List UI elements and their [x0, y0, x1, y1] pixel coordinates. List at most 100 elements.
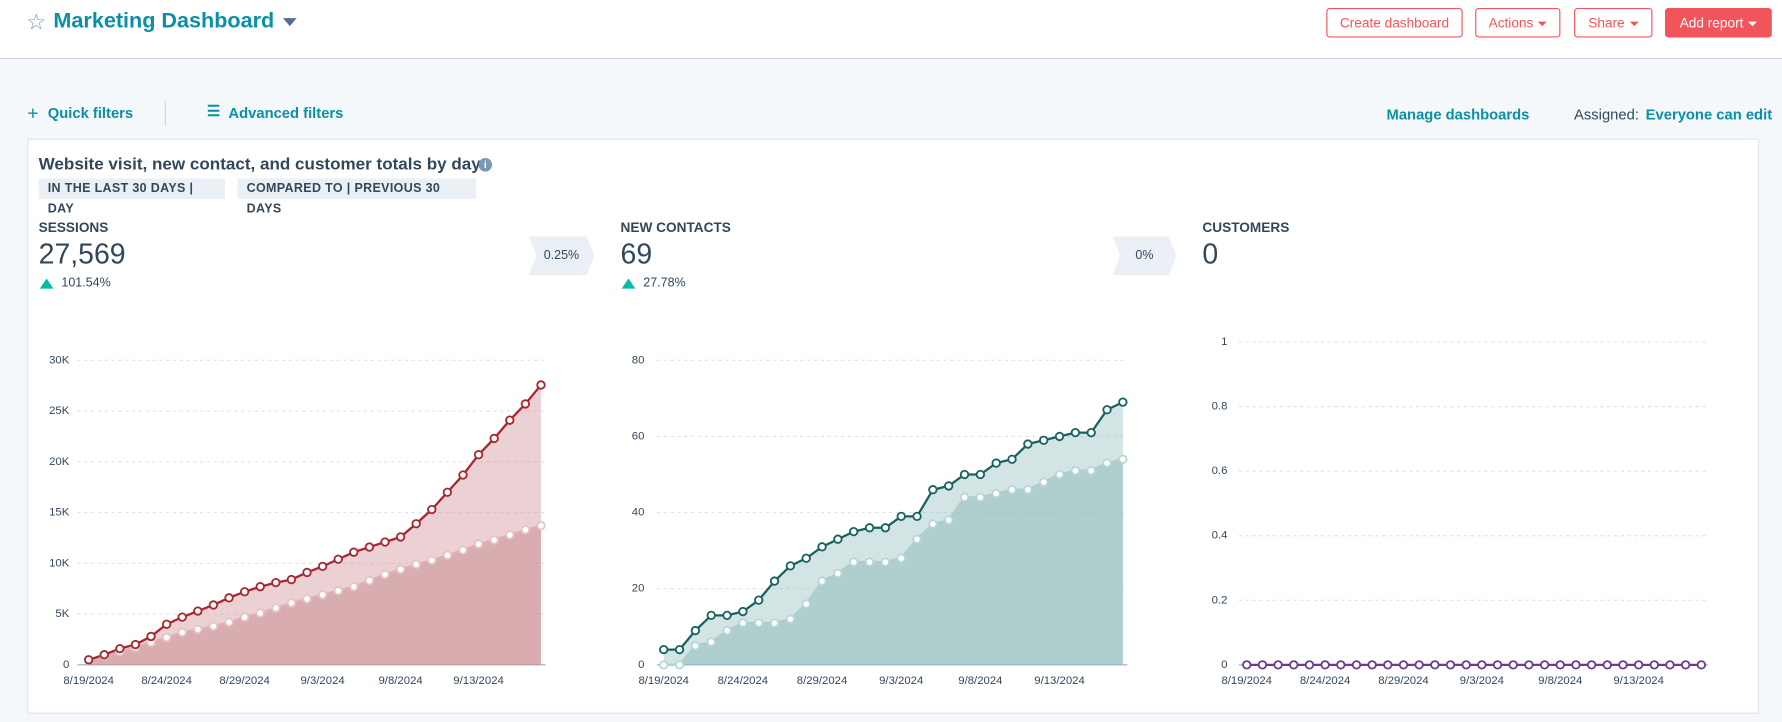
- x-tick-label: 9/8/2024: [958, 675, 1002, 687]
- point: [1571, 660, 1581, 670]
- date-tag: IN THE LAST 30 DAYS | DAY: [38, 178, 226, 216]
- point: [1054, 469, 1065, 480]
- point: [833, 568, 843, 579]
- point: [706, 637, 716, 647]
- point: [1696, 660, 1707, 670]
- point: [1681, 660, 1691, 670]
- point: [505, 530, 515, 540]
- point: [690, 641, 701, 651]
- point: [1039, 435, 1049, 445]
- point: [944, 481, 954, 491]
- x-tick-label: 8/29/2024: [1378, 675, 1429, 687]
- y-tick-label: 80: [632, 354, 645, 366]
- point: [864, 523, 875, 533]
- point: [785, 561, 796, 571]
- y-tick-label: 5K: [55, 608, 69, 620]
- kpi-label: SESSIONS: [38, 219, 109, 236]
- point: [255, 608, 265, 618]
- x-tick-label: 9/3/2024: [879, 675, 923, 687]
- point: [161, 619, 172, 629]
- point: [1007, 454, 1017, 464]
- point: [1414, 660, 1424, 670]
- point: [880, 523, 891, 533]
- point: [991, 488, 1001, 499]
- report-card: [27, 138, 1760, 714]
- point: [928, 485, 938, 495]
- point: [427, 504, 437, 515]
- point: [1524, 660, 1534, 670]
- point: [801, 599, 811, 609]
- kpi-label: NEW CONTACTS: [620, 219, 731, 236]
- y-tick-label: 0: [1221, 659, 1227, 671]
- quick-filters[interactable]: Quick filters: [47, 104, 134, 122]
- favorite-star[interactable]: ☆: [26, 10, 47, 36]
- divider: [164, 101, 166, 127]
- point: [991, 458, 1001, 468]
- point: [1618, 660, 1628, 670]
- point: [754, 595, 764, 605]
- point: [785, 614, 796, 624]
- point: [83, 655, 94, 665]
- point: [1102, 458, 1112, 468]
- create-dashboard-button[interactable]: Create dashboard: [1326, 7, 1463, 38]
- y-tick-label: 30K: [49, 354, 70, 366]
- add-report-button[interactable]: Add report: [1664, 7, 1772, 38]
- x-tick-label: 8/19/2024: [63, 675, 114, 687]
- manage-dashboards[interactable]: Manage dashboards: [1386, 105, 1530, 123]
- point: [817, 576, 827, 586]
- assigned-value[interactable]: Everyone can edit: [1645, 105, 1773, 123]
- y-tick-label: 0.6: [1212, 465, 1228, 477]
- point: [395, 532, 406, 542]
- area: [663, 402, 1123, 665]
- point: [520, 525, 531, 535]
- point: [224, 593, 234, 603]
- y-tick-label: 40: [632, 507, 645, 519]
- filter-icon: ☰: [206, 102, 221, 120]
- area: [663, 459, 1123, 665]
- point: [1461, 660, 1471, 670]
- point: [364, 575, 375, 586]
- point: [1070, 427, 1081, 438]
- point: [130, 639, 141, 650]
- actions-button[interactable]: Actions: [1475, 7, 1561, 38]
- point: [864, 557, 875, 567]
- dashboard-dropdown[interactable]: [282, 18, 297, 27]
- point: [1383, 660, 1393, 670]
- point: [193, 606, 203, 616]
- point: [146, 631, 156, 642]
- point: [271, 577, 281, 588]
- point: [208, 600, 219, 610]
- point: [239, 587, 250, 597]
- point: [255, 582, 265, 592]
- x-tick-label: 9/8/2024: [1538, 675, 1582, 687]
- point: [411, 559, 421, 570]
- point: [317, 561, 328, 572]
- point: [896, 553, 906, 563]
- advanced-filters[interactable]: Advanced filters: [228, 104, 344, 122]
- point: [302, 567, 312, 578]
- point: [489, 535, 499, 545]
- x-tick-label: 8/19/2024: [1221, 675, 1272, 687]
- point: [674, 660, 685, 670]
- conversion-rate: 0.25%: [528, 236, 595, 276]
- point: [302, 594, 312, 604]
- point: [674, 644, 685, 655]
- dashboard-title[interactable]: Marketing Dashboard: [53, 9, 275, 33]
- info-icon[interactable]: i: [478, 157, 493, 172]
- point: [1351, 660, 1362, 670]
- point: [769, 618, 780, 628]
- point: [1445, 660, 1456, 670]
- point: [912, 511, 922, 522]
- share-button[interactable]: Share: [1574, 7, 1653, 38]
- y-tick-label: 20: [632, 583, 645, 595]
- y-tick-label: 0: [638, 659, 644, 671]
- point: [193, 624, 203, 634]
- point: [520, 399, 531, 409]
- point: [1102, 405, 1112, 415]
- point: [738, 618, 748, 628]
- header: ☆ Marketing Dashboard Create dashboard A…: [0, 0, 1782, 60]
- point: [442, 550, 453, 560]
- point: [473, 450, 484, 460]
